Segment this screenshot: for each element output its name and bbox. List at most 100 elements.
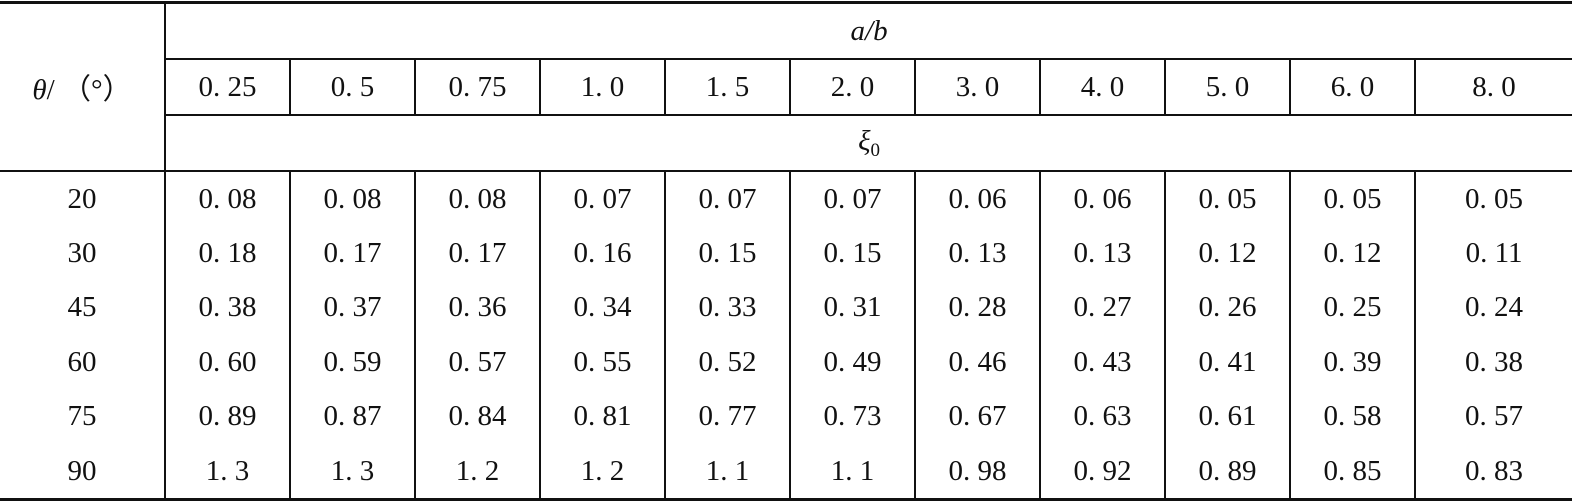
xi-value-cell: 0. 16 xyxy=(540,226,666,281)
column-header-ab: 0. 25 xyxy=(165,59,291,116)
theta-symbol: θ xyxy=(32,74,47,106)
column-header-ab: 3. 0 xyxy=(915,59,1041,116)
table-row: 45 0. 38 0. 37 0. 36 0. 34 0. 33 0. 31 0. 28 0. … xyxy=(0,280,1572,336)
header-row-group: θ/ （°） a/b xyxy=(0,1,1573,172)
xi-value-cell: 0. 07 xyxy=(665,171,791,227)
xi-value-cell: 0. 87 xyxy=(290,389,416,444)
xi-value-cell: 0. 28 xyxy=(915,280,1041,336)
xi-value-cell: 0. 38 xyxy=(165,280,291,336)
xi-value-cell: 0. 37 xyxy=(290,280,416,336)
xi-value-cell: 0. 57 xyxy=(1465,400,1524,433)
xi-value-cell: 0. 92 xyxy=(1040,443,1166,501)
xi-value-cell: 0. 13 xyxy=(915,226,1041,281)
column-header-ab: 6. 0 xyxy=(1290,59,1416,116)
theta-unit: / （°） xyxy=(46,74,132,106)
table-row: 30 0. 18 0. 17 0. 17 0. 16 0. 15 0. 15 0. 13 0. … xyxy=(0,226,1572,281)
xi-value-cell: 0. 06 xyxy=(1040,171,1166,227)
xi-value-cell: 0. 05 xyxy=(1290,171,1416,227)
xi-value-cell: 0. 61 xyxy=(1165,389,1291,444)
xi-value-cell: 0. 08 xyxy=(290,171,416,227)
xi-value-cell: 0. 89 xyxy=(165,389,291,444)
xi-value-cell: 0. 07 xyxy=(790,171,916,227)
xi-value-cell: 0. 49 xyxy=(790,335,916,390)
xi-value-cell: 0. 12 xyxy=(1165,226,1291,281)
xi-value-cell: 1. 2 xyxy=(540,443,666,501)
xi-value-cell: 0. 83 xyxy=(1415,443,1573,501)
xi-value-cell: 0. 33 xyxy=(665,280,791,336)
theta-value-cell: 90 xyxy=(0,443,166,501)
ab-label-b: b xyxy=(873,14,888,47)
xi-value-cell: 0. 27 xyxy=(1040,280,1166,336)
xi-value-cell: 0. 73 xyxy=(790,389,916,444)
xi-value-cell: 1. 1 xyxy=(665,443,791,501)
column-header-row: 0. 25 0. 5 0. 75 1. 0 1. 5 2. 0 3. 0 4. 0 5. 0 6.… xyxy=(0,59,1573,116)
xi-value-cell: 0. 77 xyxy=(665,389,791,444)
column-header-ab: 4. 0 xyxy=(1040,59,1166,116)
xi-value-cell: 1. 3 xyxy=(165,443,291,501)
xi-value-cell: 0. 08 xyxy=(415,171,541,227)
xi-value-cell: 0. 46 xyxy=(915,335,1041,390)
xi-subscript: 0 xyxy=(870,139,881,161)
xi-value-cell: 0. 25 xyxy=(1290,280,1416,336)
column-header-ab: 0. 5 xyxy=(290,59,416,116)
table-row: 75 0. 89 0. 87 0. 84 0. 81 0. 77 0. 73 0. 67 0. … xyxy=(0,389,1572,444)
xi-value-cell: 0. 60 xyxy=(165,335,291,390)
column-header-ab: 2. 0 xyxy=(790,59,916,116)
xi-value-cell: 0. 98 xyxy=(915,443,1041,501)
column-header-ab: 0. 75 xyxy=(415,59,541,116)
xi-value-cell: 0. 85 xyxy=(1290,443,1416,501)
xi-header: ξ0 xyxy=(165,115,1573,172)
xi-value-cell: 0. 11 xyxy=(1465,237,1523,270)
xi-value-cell: 0. 26 xyxy=(1165,280,1291,336)
table-row: 20 0. 08 0. 08 0. 08 0. 07 0. 07 0. 07 0. 06 0. … xyxy=(0,171,1572,227)
xi-value-cell: 0. 63 xyxy=(1040,389,1166,444)
xi-value-cell: 1. 3 xyxy=(290,443,416,501)
xi-value-cell: 0. 18 xyxy=(165,226,291,281)
xi-value-cell: 0. 38 xyxy=(1465,345,1524,378)
xi-symbol: ξ xyxy=(858,124,871,157)
xi-value-cell: 0. 06 xyxy=(915,171,1041,227)
xi-value-cell: 0. 89 xyxy=(1165,443,1291,501)
xi-value-cell: 0. 34 xyxy=(540,280,666,336)
xi-value-cell: 0. 24 xyxy=(1465,291,1524,324)
xi-value-cell: 0. 41 xyxy=(1165,335,1291,390)
table-body: 20 0. 08 0. 08 0. 08 0. 07 0. 07 0. 07 0. 06 0. … xyxy=(0,171,1573,501)
xi-value-cell: 1. 1 xyxy=(790,443,916,501)
theta-value-cell: 30 xyxy=(0,226,166,281)
xi-value-cell: 0. 05 xyxy=(1165,171,1291,227)
xi-value-cell: 0. 15 xyxy=(790,226,916,281)
xi-value-cell: 0. 17 xyxy=(415,226,541,281)
xi-value-cell: 0. 12 xyxy=(1290,226,1416,281)
xi-value-cell: 0. 13 xyxy=(1040,226,1166,281)
column-header-ab: 8. 0 xyxy=(1415,59,1573,116)
column-header-ab: 1. 5 xyxy=(665,59,791,116)
xi-value-cell: 0. 05 xyxy=(1465,182,1524,215)
ab-label-slash: / xyxy=(865,14,874,47)
xi-value-cell: 0. 31 xyxy=(790,280,916,336)
xi-value-cell: 1. 2 xyxy=(415,443,541,501)
column-header-ab: 5. 0 xyxy=(1165,59,1291,116)
xi-value-cell: 0. 59 xyxy=(290,335,416,390)
xi-value-cell: 0. 52 xyxy=(665,335,791,390)
xi-value-cell: 0. 15 xyxy=(665,226,791,281)
xi-value-cell: 0. 55 xyxy=(540,335,666,390)
xi-header-row: ξ0 xyxy=(0,115,1573,172)
column-header-ab: 1. 0 xyxy=(540,59,666,116)
theta-value-cell: 20 xyxy=(0,171,166,227)
xi-value-cell: 0. 07 xyxy=(540,171,666,227)
ab-label-a: a xyxy=(850,14,866,47)
xi-value-cell: 0. 58 xyxy=(1290,389,1416,444)
xi-value-cell: 0. 43 xyxy=(1040,335,1166,390)
theta-value-cell: 45 xyxy=(0,280,166,336)
xi-value-cell: 0. 36 xyxy=(415,280,541,336)
ab-ratio-header: a/b xyxy=(165,1,1573,60)
xi-value-cell: 0. 57 xyxy=(415,335,541,390)
theta-header: θ/ （°） xyxy=(0,1,166,172)
xi-value-cell: 0. 81 xyxy=(540,389,666,444)
table-row: 90 1. 3 1. 3 1. 2 1. 2 1. 1 1. 1 0. 98 0. 92 0. 8… xyxy=(0,443,1573,501)
xi-value-cell: 0. 84 xyxy=(415,389,541,444)
theta-value-cell: 75 xyxy=(0,389,166,444)
xi-value-cell: 0. 39 xyxy=(1290,335,1416,390)
